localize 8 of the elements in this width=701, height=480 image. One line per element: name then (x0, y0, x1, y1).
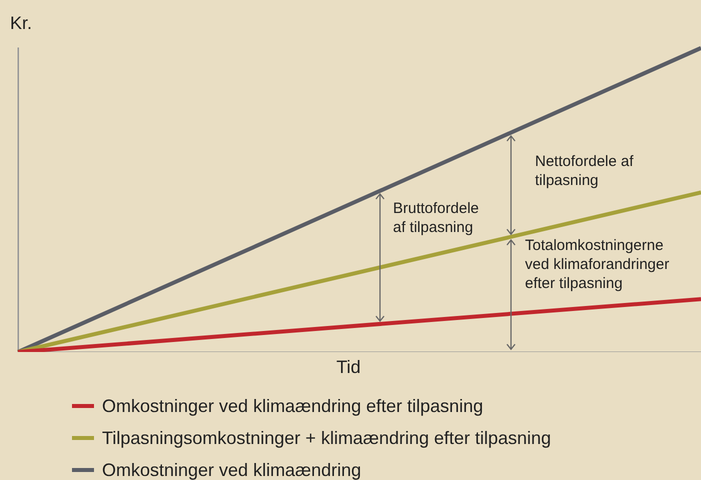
annotation: Nettofordele af tilpasning (535, 152, 634, 190)
legend-label: Tilpasningsomkostninger + klimaændring efter tilpasning (102, 428, 552, 448)
legend-label: Omkostninger ved klimaændring (102, 460, 362, 480)
legend-label: Omkostninger ved klimaændring efter tilpasning (102, 396, 484, 416)
x-axis-title: Tid (335, 357, 362, 377)
annotation: Bruttofordele af tilpasning (393, 199, 480, 237)
y-axis-title: Kr. (10, 13, 32, 33)
annotation: Totalomkostningerne ved klimaforandringer efter tilpasning (525, 236, 670, 293)
